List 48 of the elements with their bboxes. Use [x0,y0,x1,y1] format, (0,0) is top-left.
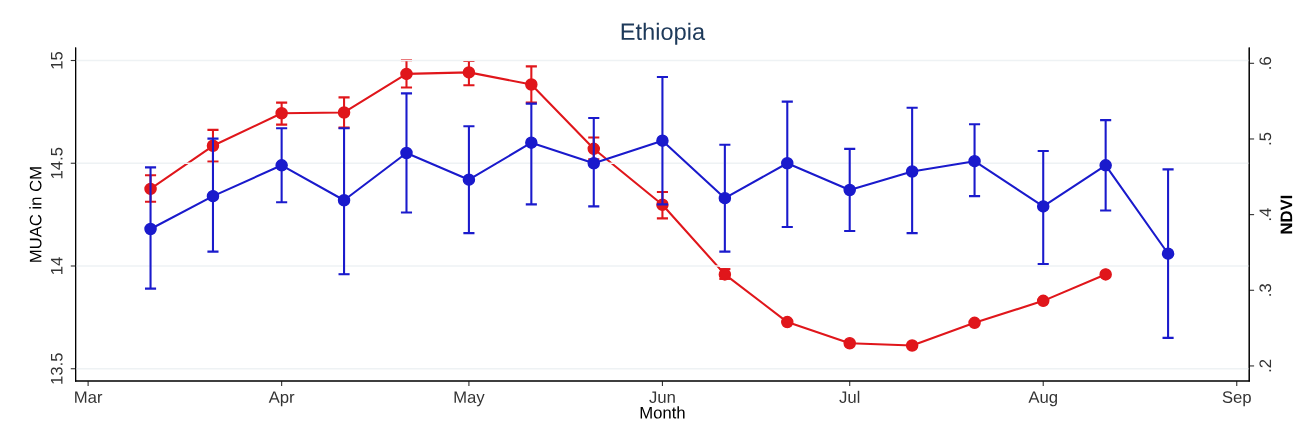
point [1036,294,1050,308]
point [656,134,669,147]
y-tick-label: 14.5 [50,147,63,179]
y2-tick-label: .4 [1259,208,1272,221]
point [781,156,794,170]
x-tick-label: Apr [268,391,295,407]
point [462,66,476,79]
y-axis-title: MUAC in CM [29,167,42,262]
x-tick-label: Jun [649,391,675,404]
point [968,154,981,168]
point [337,193,351,207]
y2-tick-label: .6 [1259,57,1272,69]
point [781,315,794,329]
point [1161,247,1175,260]
point [905,165,919,178]
point [275,106,288,120]
point [587,156,601,170]
x-tick-label: Mar [75,391,103,404]
x-tick-label: May [454,391,485,407]
y2-tick-label: .2 [1259,359,1272,372]
y2-tick-label: .5 [1259,132,1272,145]
y2-axis-title: NDVI [1280,195,1293,234]
point [144,222,157,236]
point [968,316,981,330]
x-axis-title: Month [640,406,685,419]
point [1099,159,1112,172]
x-tick-label: Aug [1028,391,1057,407]
x-tick-label: Jul [839,390,860,404]
point [275,159,288,172]
y-tick-label: 14 [50,257,63,274]
point [525,78,538,91]
point [843,183,856,197]
point [206,189,220,203]
y2-tick-label: .3 [1259,284,1272,296]
y-tick-label: 15 [50,51,63,69]
point [1036,200,1050,213]
point [905,339,919,352]
y-tick-label: 13.5 [50,353,63,384]
point [1099,268,1112,281]
point [462,173,476,186]
point [718,191,732,205]
x-tick-label: Sep [1222,391,1251,407]
point [400,146,413,160]
chart-title: Ethiopia [621,22,706,45]
point [337,106,351,119]
point [843,336,856,350]
point [525,136,538,149]
point [400,67,413,81]
